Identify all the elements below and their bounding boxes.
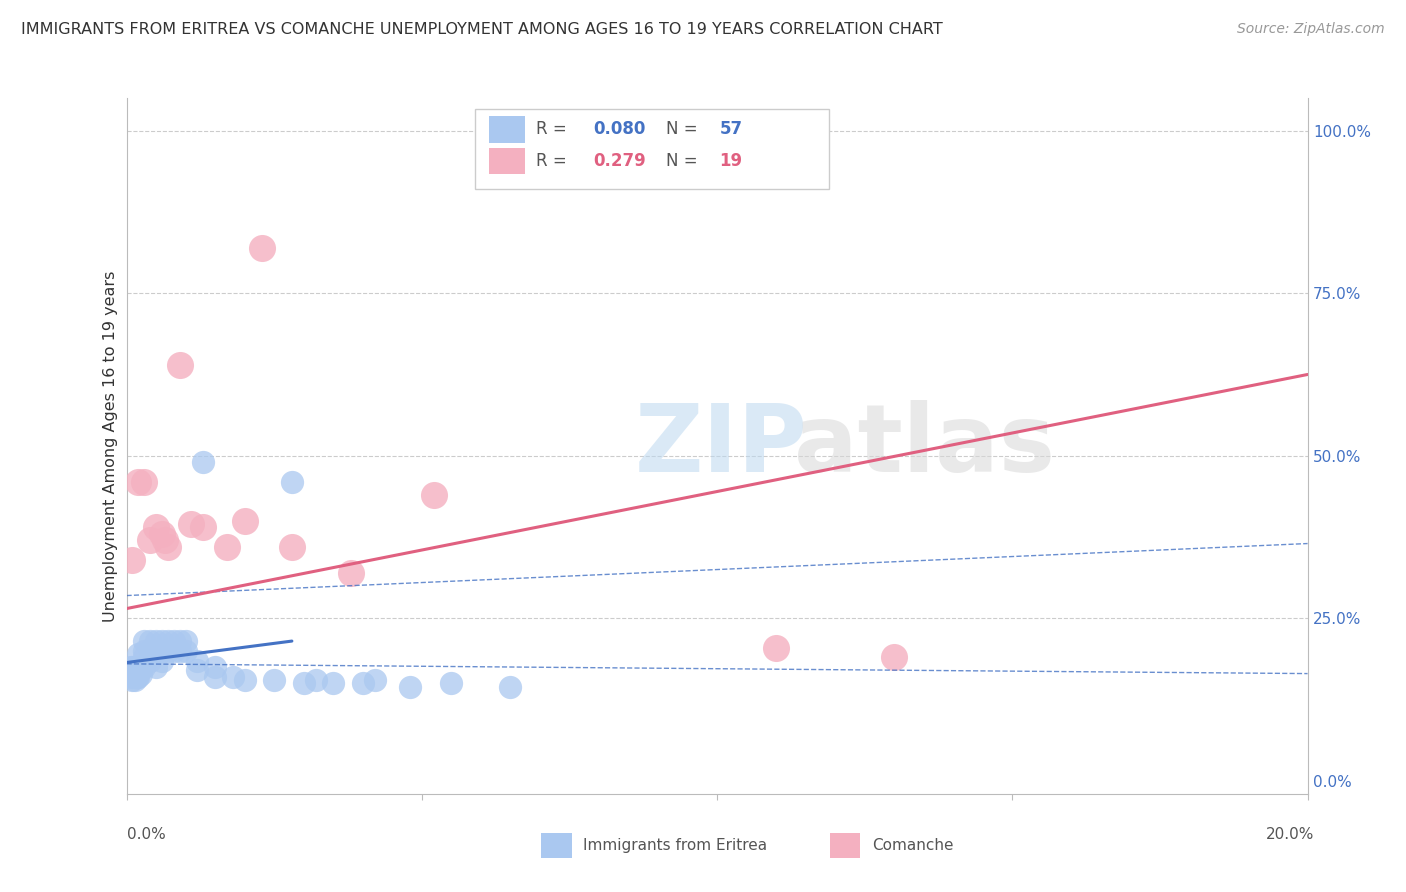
Point: [127, 647, 149, 661]
Point: [145, 520, 167, 534]
Text: R =: R =: [536, 152, 572, 169]
Point: [765, 640, 787, 655]
Point: [153, 533, 176, 548]
Point: [340, 566, 363, 580]
Y-axis label: Unemployment Among Ages 16 to 19 years: Unemployment Among Ages 16 to 19 years: [103, 270, 118, 622]
Text: 20.0%: 20.0%: [1267, 827, 1315, 841]
FancyBboxPatch shape: [489, 147, 524, 174]
FancyBboxPatch shape: [489, 116, 524, 143]
Text: N =: N =: [666, 152, 703, 169]
Text: 19: 19: [720, 152, 742, 169]
Point: [163, 634, 186, 648]
Point: [139, 644, 162, 658]
Point: [422, 488, 444, 502]
Point: [352, 676, 374, 690]
Point: [122, 666, 145, 681]
Point: [169, 644, 191, 658]
Point: [169, 634, 191, 648]
Point: [169, 358, 191, 372]
Text: 0.279: 0.279: [593, 152, 645, 169]
Text: 57: 57: [720, 120, 742, 138]
Point: [263, 673, 285, 687]
Point: [156, 540, 179, 554]
Point: [304, 673, 326, 687]
Point: [204, 670, 226, 684]
Point: [127, 670, 149, 684]
Point: [281, 475, 304, 489]
Point: [129, 666, 153, 681]
Point: [156, 644, 179, 658]
Bar: [830, 833, 860, 858]
Text: 0.080: 0.080: [593, 120, 645, 138]
Point: [186, 663, 208, 677]
Text: Source: ZipAtlas.com: Source: ZipAtlas.com: [1237, 22, 1385, 37]
Point: [125, 660, 148, 674]
Text: IMMIGRANTS FROM ERITREA VS COMANCHE UNEMPLOYMENT AMONG AGES 16 TO 19 YEARS CORRE: IMMIGRANTS FROM ERITREA VS COMANCHE UNEM…: [21, 22, 943, 37]
Text: N =: N =: [666, 120, 703, 138]
Point: [163, 644, 186, 658]
Point: [156, 634, 179, 648]
Point: [127, 475, 149, 489]
Point: [252, 241, 274, 255]
Point: [174, 644, 197, 658]
Point: [121, 660, 143, 674]
Point: [322, 676, 344, 690]
Point: [139, 634, 162, 648]
Point: [134, 660, 156, 674]
Point: [120, 663, 142, 677]
Point: [440, 676, 463, 690]
Text: atlas: atlas: [794, 400, 1054, 492]
Point: [150, 644, 173, 658]
Point: [124, 670, 146, 684]
Point: [121, 673, 143, 687]
Point: [281, 540, 304, 554]
Point: [186, 654, 208, 668]
Point: [150, 634, 173, 648]
Point: [363, 673, 385, 687]
Point: [215, 540, 238, 554]
Point: [122, 663, 145, 677]
Point: [134, 650, 156, 665]
Text: 0.0%: 0.0%: [127, 827, 166, 841]
Text: Immigrants from Eritrea: Immigrants from Eritrea: [583, 838, 768, 853]
Point: [222, 670, 245, 684]
Point: [233, 514, 256, 528]
Point: [124, 673, 146, 687]
Point: [145, 644, 167, 658]
Text: R =: R =: [536, 120, 572, 138]
Point: [174, 634, 197, 648]
Point: [120, 660, 142, 674]
Point: [121, 553, 143, 567]
Point: [139, 654, 162, 668]
Point: [121, 666, 143, 681]
Point: [150, 526, 173, 541]
Point: [125, 663, 148, 677]
Point: [499, 680, 522, 694]
Point: [134, 634, 156, 648]
Point: [292, 676, 315, 690]
Point: [128, 660, 150, 674]
Point: [145, 660, 167, 674]
Point: [233, 673, 256, 687]
Point: [134, 644, 156, 658]
Point: [145, 634, 167, 648]
Point: [193, 455, 215, 469]
Point: [399, 680, 422, 694]
Bar: [541, 833, 572, 858]
Point: [150, 654, 173, 668]
Point: [127, 660, 149, 674]
Point: [129, 663, 152, 677]
Text: ZIP: ZIP: [634, 400, 807, 492]
Point: [127, 670, 149, 684]
Text: Comanche: Comanche: [872, 838, 953, 853]
Point: [121, 670, 143, 684]
Point: [883, 650, 905, 665]
Point: [180, 516, 202, 531]
Point: [134, 475, 156, 489]
Point: [204, 660, 226, 674]
Point: [193, 520, 215, 534]
FancyBboxPatch shape: [475, 109, 830, 188]
Point: [139, 533, 162, 548]
